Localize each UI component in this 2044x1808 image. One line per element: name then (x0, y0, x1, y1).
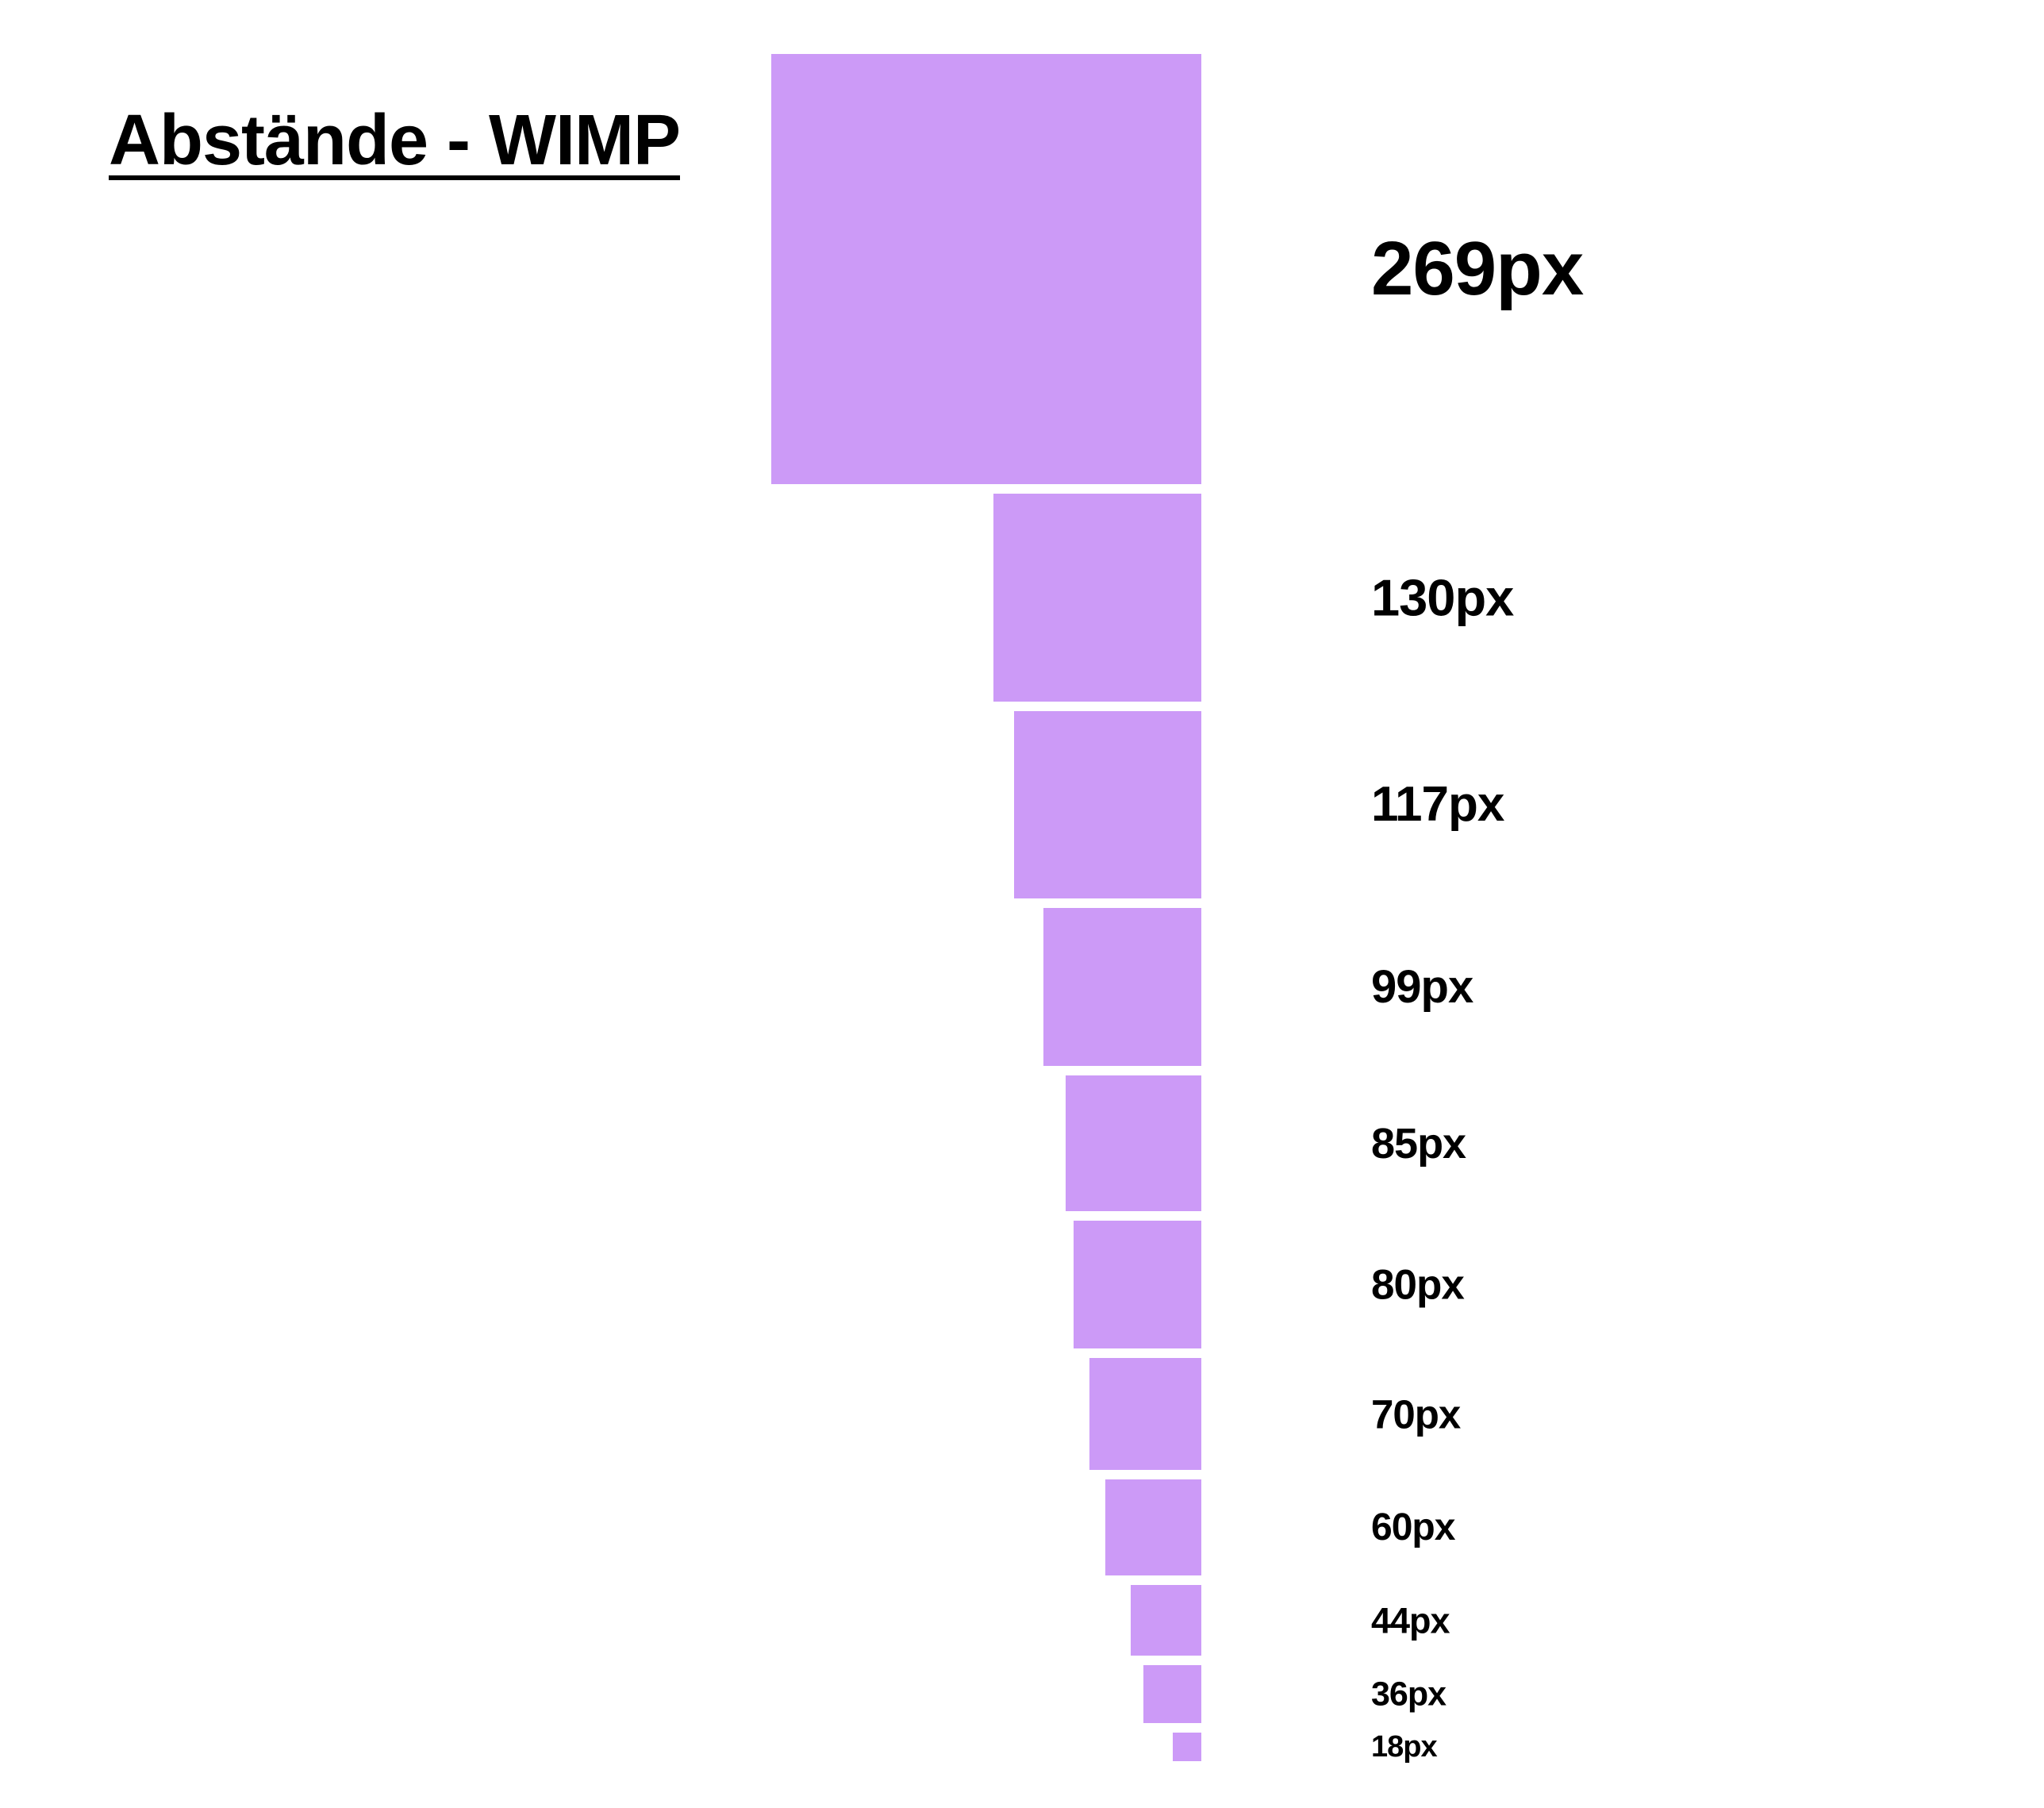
spacing-label: 70px (1371, 1391, 1461, 1437)
spacing-label: 85px (1371, 1119, 1466, 1168)
spacing-swatch (1143, 1665, 1201, 1723)
spacing-label: 130px (1371, 568, 1514, 627)
spacing-swatch (1043, 908, 1201, 1066)
spacing-label: 60px (1371, 1506, 1455, 1548)
spacing-swatch (1014, 711, 1201, 898)
spacing-label: 80px (1371, 1261, 1465, 1308)
spacing-swatch (1089, 1358, 1201, 1470)
spacing-swatch (1173, 1733, 1201, 1761)
spacing-swatch (1105, 1479, 1201, 1575)
spacing-swatch (1066, 1075, 1201, 1211)
spacing-label: 36px (1371, 1675, 1447, 1713)
page-title: Abstände - WIMP (109, 101, 681, 180)
spacing-label: 99px (1371, 960, 1473, 1013)
spacing-swatch (1074, 1221, 1201, 1348)
spacing-swatch (993, 494, 1201, 702)
spacing-label: 18px (1371, 1730, 1438, 1764)
spacing-swatch (771, 54, 1201, 484)
spacing-swatch (1131, 1585, 1201, 1656)
spacing-label: 269px (1371, 226, 1584, 311)
spacing-label: 44px (1371, 1600, 1450, 1641)
spacing-label: 117px (1371, 777, 1504, 832)
